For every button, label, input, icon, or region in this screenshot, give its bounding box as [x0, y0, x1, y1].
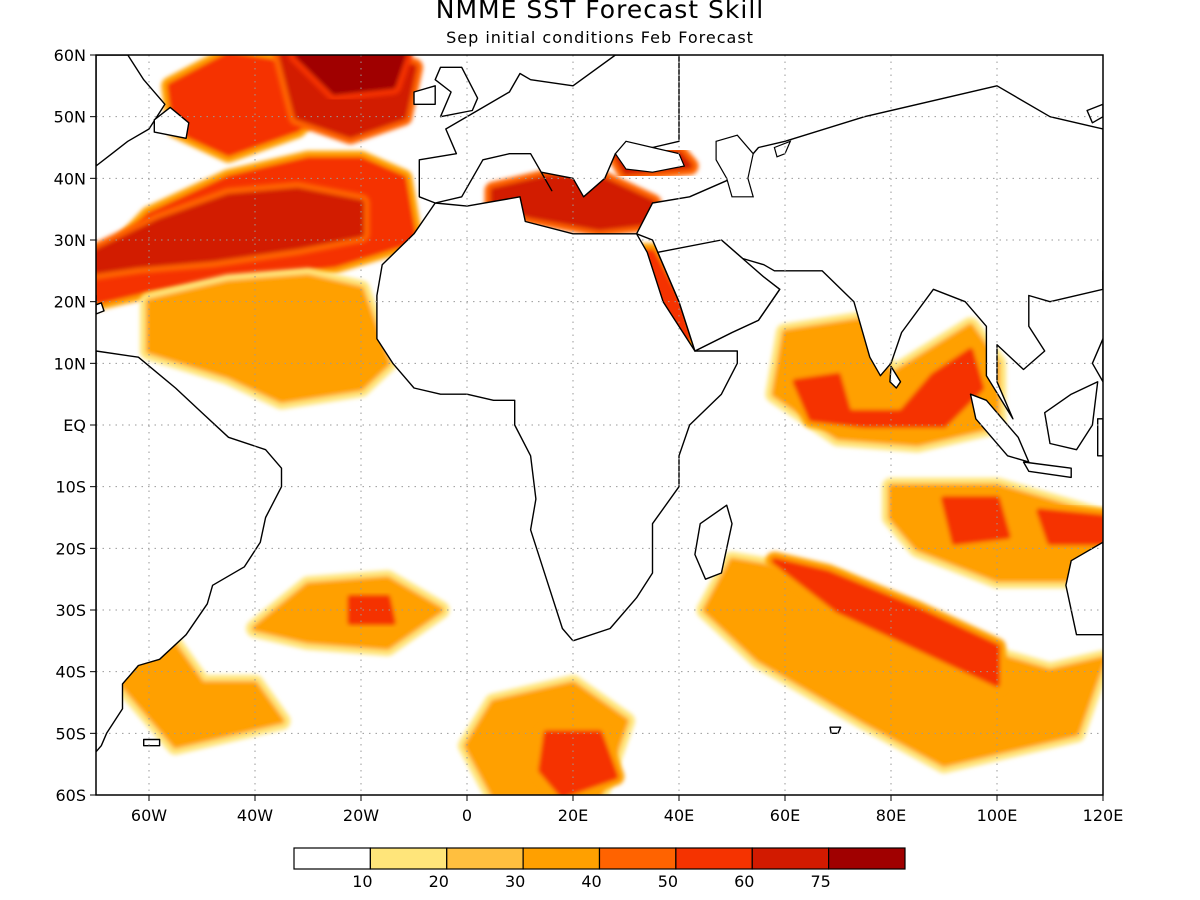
- lat-tick-label: 20S: [55, 539, 86, 558]
- lon-tick-label: 60W: [131, 806, 167, 825]
- lat-tick-label: 60S: [55, 786, 86, 805]
- land-borneo: [1043, 381, 1099, 451]
- land-newfoundland: [153, 106, 190, 140]
- lon-tick-label: 20E: [558, 806, 588, 825]
- colorbar-label: 40: [581, 872, 601, 891]
- colorbar-label: 50: [658, 872, 678, 891]
- land-africa: [376, 196, 738, 642]
- lat-tick-label: 60N: [54, 46, 86, 65]
- land-sulawesi: [1096, 418, 1103, 457]
- lat-tick-label: 50S: [55, 724, 86, 743]
- skill-region: [786, 342, 991, 434]
- lon-tick-label: 60E: [770, 806, 800, 825]
- water-black-sea: [614, 140, 686, 173]
- colorbar-label: 10: [352, 872, 372, 891]
- skill-core: [792, 348, 985, 428]
- skill-core: [1036, 508, 1103, 546]
- skill-core: [941, 496, 1011, 546]
- land-britain: [434, 66, 479, 118]
- lon-tick-label: 20W: [343, 806, 379, 825]
- skill-region: [935, 490, 1017, 552]
- colorbar-swatch: [522, 847, 601, 870]
- lon-tick-label: 120E: [1083, 806, 1124, 825]
- colorbar-swatch: [293, 847, 371, 870]
- colorbar-swatch: [751, 847, 830, 870]
- land-north-america: [96, 55, 166, 167]
- skill-region: [341, 588, 402, 632]
- skill-region: [140, 268, 397, 410]
- skill-region: [765, 551, 1006, 693]
- land-south-america: [96, 350, 283, 753]
- skill-region: [532, 724, 625, 795]
- colorbar: 10 20 30 40 50 60 75: [293, 847, 906, 891]
- colorbar-swatch: [598, 847, 677, 870]
- skill-core: [96, 187, 364, 274]
- longitude-labels: 60W 40W 20W 0 20E 40E 60E 80E 100E 120E: [131, 795, 1123, 825]
- lat-tick-label: 50N: [54, 108, 86, 127]
- land-australia: [1065, 541, 1103, 636]
- lat-tick-label: 30N: [54, 231, 86, 250]
- colorbar-label: 20: [429, 872, 449, 891]
- lat-tick-label: 40N: [54, 169, 86, 188]
- lon-tick-label: 0: [462, 806, 472, 825]
- lat-tick-label: 10N: [54, 354, 86, 373]
- skill-core: [347, 594, 396, 626]
- land-java: [1022, 461, 1072, 479]
- land-hispaniola: [96, 302, 105, 315]
- colorbar-swatch: [369, 847, 448, 870]
- lon-tick-label: 40W: [237, 806, 273, 825]
- colorbar-label: 60: [734, 872, 754, 891]
- lat-tick-label: 40S: [55, 663, 86, 682]
- lon-tick-label: 100E: [977, 806, 1018, 825]
- gridlines: [96, 55, 1103, 795]
- coastlines: [96, 18, 1103, 753]
- colorbar-swatch: [675, 847, 753, 870]
- land-kerguelen: [829, 726, 842, 734]
- land-falklands: [142, 738, 161, 747]
- colorbar-label: 75: [810, 872, 830, 891]
- land-taiwan: [1102, 270, 1103, 290]
- lat-tick-label: 30S: [55, 601, 86, 620]
- lon-tick-label: 40E: [664, 806, 694, 825]
- map-subtitle: Sep initial conditions Feb Forecast: [446, 28, 754, 47]
- lat-tick-label: EQ: [63, 416, 86, 435]
- land-japan: [1086, 103, 1103, 124]
- colorbar-swatch: [828, 847, 906, 870]
- skill-region: [288, 55, 413, 101]
- map-title: NMME SST Forecast Skill: [435, 0, 765, 24]
- land-madagascar: [694, 504, 733, 580]
- skill-core: [146, 274, 391, 404]
- skill-shading: [96, 55, 1103, 795]
- skill-core: [294, 55, 407, 95]
- water-caspian: [715, 134, 754, 198]
- land-iceland: [340, 18, 398, 30]
- latitude-labels: 60N 50N 40N 30N 20N 10N EQ 10S 20S 30S 40S 50S 60S: [54, 46, 96, 805]
- colorbar-label: 30: [505, 872, 525, 891]
- land-ireland: [413, 85, 436, 106]
- land-philippines: [1091, 338, 1103, 383]
- skill-core: [771, 557, 1000, 687]
- lat-tick-label: 10S: [55, 478, 86, 497]
- colorbar-swatch: [446, 847, 524, 870]
- land-sri-lanka: [889, 365, 902, 389]
- skill-region: [1030, 502, 1103, 552]
- skill-region: [696, 551, 1103, 774]
- land-arabia-fill: [657, 239, 781, 352]
- lon-tick-label: 80E: [876, 806, 906, 825]
- skill-region: [96, 181, 370, 280]
- lat-tick-label: 20N: [54, 293, 86, 312]
